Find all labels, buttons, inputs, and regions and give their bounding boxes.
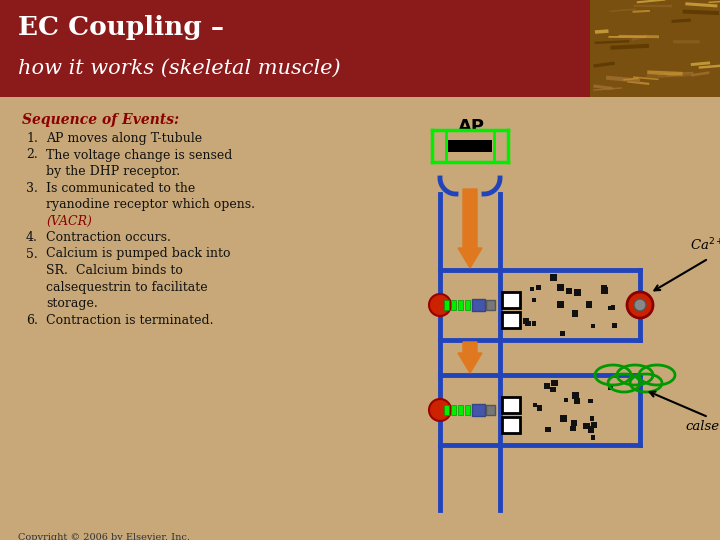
Text: 1.: 1. <box>26 132 38 145</box>
Bar <box>465 300 470 310</box>
Bar <box>532 298 536 302</box>
Polygon shape <box>458 189 482 268</box>
Bar <box>608 306 613 310</box>
Bar <box>465 405 470 415</box>
Bar <box>572 310 578 316</box>
Text: 4.: 4. <box>26 231 38 244</box>
Text: by the DHP receptor.: by the DHP receptor. <box>46 165 180 178</box>
Bar <box>502 417 520 433</box>
Bar <box>546 427 551 433</box>
Circle shape <box>627 292 653 318</box>
Bar <box>571 420 577 427</box>
Circle shape <box>429 399 451 421</box>
Bar <box>444 405 449 415</box>
Bar <box>451 405 456 415</box>
Text: storage.: storage. <box>46 297 98 310</box>
Bar <box>451 300 456 310</box>
Text: Sequence of Events:: Sequence of Events: <box>22 113 179 127</box>
Bar <box>570 426 576 431</box>
Bar <box>536 406 542 411</box>
Bar <box>502 312 520 328</box>
Bar <box>550 387 555 392</box>
Bar <box>560 415 567 422</box>
Bar <box>550 274 557 281</box>
Text: The voltage change is sensed: The voltage change is sensed <box>46 148 233 161</box>
Text: AP: AP <box>458 118 485 136</box>
Bar <box>611 306 616 309</box>
Text: how it works (skeletal muscle): how it works (skeletal muscle) <box>18 58 341 78</box>
Bar <box>486 405 495 415</box>
Text: Contraction is terminated.: Contraction is terminated. <box>46 314 214 327</box>
Bar <box>552 380 558 386</box>
Bar <box>574 398 580 404</box>
Text: 3.: 3. <box>26 181 38 194</box>
Bar <box>575 289 581 296</box>
Text: ryanodine receptor which opens.: ryanodine receptor which opens. <box>46 198 255 211</box>
Bar <box>444 300 449 310</box>
Text: calsequestrin to facilitate: calsequestrin to facilitate <box>46 280 207 294</box>
Bar <box>0 0 720 97</box>
Bar <box>611 322 617 328</box>
Bar <box>523 318 528 325</box>
Bar <box>458 405 463 415</box>
Circle shape <box>634 299 646 311</box>
Text: Is communicated to the: Is communicated to the <box>46 181 195 194</box>
Bar <box>458 300 463 310</box>
Text: (VACR): (VACR) <box>46 214 92 227</box>
Bar <box>486 300 495 310</box>
Bar <box>590 0 720 97</box>
Bar <box>525 321 531 326</box>
Text: 5.: 5. <box>26 247 37 260</box>
Bar <box>531 287 534 291</box>
Bar <box>591 324 595 328</box>
Bar <box>590 416 594 421</box>
Bar <box>600 285 607 291</box>
Bar <box>536 285 541 291</box>
Bar <box>567 288 572 294</box>
Bar <box>533 403 537 407</box>
Text: EC Coupling –: EC Coupling – <box>18 16 224 40</box>
Text: Ca$^{2+}$ pump: Ca$^{2+}$ pump <box>654 236 720 291</box>
Bar <box>591 435 595 440</box>
Bar <box>572 392 578 399</box>
Bar <box>608 386 613 390</box>
Bar <box>544 383 550 389</box>
Bar <box>583 423 590 429</box>
Text: SR.  Calcium binds to: SR. Calcium binds to <box>46 264 183 277</box>
Bar <box>448 140 492 152</box>
Bar <box>588 399 593 403</box>
Text: calsequestrin: calsequestrin <box>649 392 720 433</box>
Bar <box>502 292 520 308</box>
Bar <box>588 426 594 433</box>
Bar <box>557 284 564 291</box>
Bar <box>472 299 485 311</box>
Polygon shape <box>458 342 482 373</box>
Bar <box>551 387 556 392</box>
Bar <box>601 287 608 294</box>
Bar <box>472 404 485 416</box>
Bar <box>585 301 592 307</box>
Bar <box>559 330 565 336</box>
Bar <box>531 321 536 326</box>
Text: Copyright © 2006 by Elsevier, Inc.: Copyright © 2006 by Elsevier, Inc. <box>18 533 190 540</box>
Text: Calcium is pumped back into: Calcium is pumped back into <box>46 247 230 260</box>
Circle shape <box>429 294 451 316</box>
Text: AP moves along T-tubule: AP moves along T-tubule <box>46 132 202 145</box>
Bar <box>591 422 597 428</box>
Text: 2.: 2. <box>26 148 37 161</box>
Bar <box>557 301 564 308</box>
Text: 6.: 6. <box>26 314 38 327</box>
Text: Contraction occurs.: Contraction occurs. <box>46 231 171 244</box>
Bar <box>564 398 568 402</box>
Bar <box>502 397 520 413</box>
